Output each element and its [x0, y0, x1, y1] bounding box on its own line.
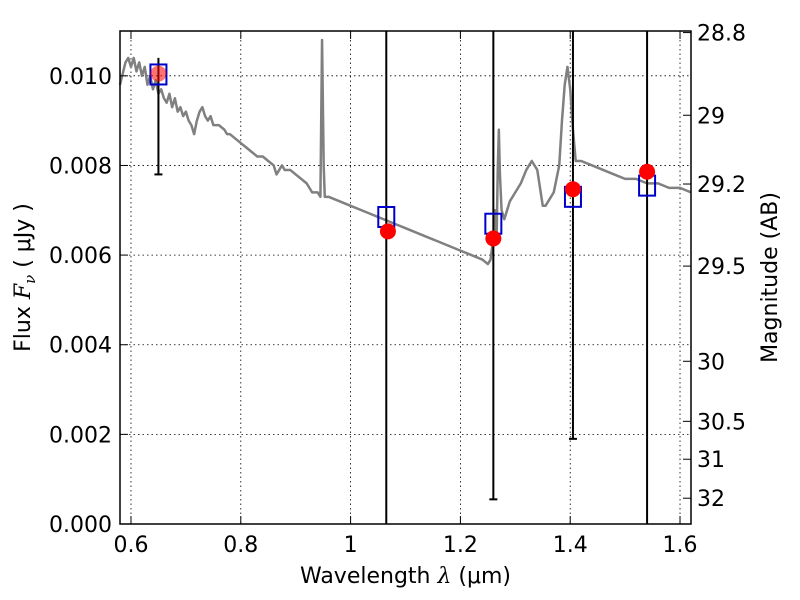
plot-frame	[119, 30, 692, 525]
model-point	[150, 65, 167, 82]
y-tick-label: 0.006	[49, 244, 112, 269]
y2-tick-label: 29.2	[697, 173, 746, 198]
y2-tick-label: 30.5	[697, 410, 746, 435]
x-tick-label: 1.6	[663, 533, 698, 558]
y-tick-label: 0.010	[49, 65, 112, 90]
model-point	[564, 181, 581, 198]
y-axis-label: Flux Fν ( μJy )	[11, 203, 39, 352]
observed-point	[149, 63, 168, 86]
y-tick-label: 0.004	[49, 334, 112, 359]
model-point	[485, 230, 502, 247]
model-points	[150, 65, 656, 247]
spectrum-series	[118, 38, 692, 266]
x-axis-label: Wavelength λ (μm)	[300, 564, 511, 589]
grid	[120, 31, 691, 524]
error-bars	[154, 31, 649, 524]
model-point	[639, 163, 656, 180]
y-tick-label: 0.008	[49, 154, 112, 179]
x-tick-label: 0.8	[223, 533, 258, 558]
y2-tick-label: 28.8	[697, 22, 746, 47]
ticks: 0.6 0.8 1 1.2 1.4 1.6 0.000 0.002 0.004 0.006 0.00…	[49, 22, 746, 558]
x-tick-label: 0.6	[113, 533, 148, 558]
y2-tick-label: 31	[697, 448, 725, 473]
y2-axis-label: Magnitude (AB)	[758, 192, 783, 363]
x-tick-label: 1	[344, 533, 358, 558]
observed-points	[149, 63, 657, 235]
y2-tick-label: 29	[697, 104, 725, 129]
spectrum-line	[118, 38, 692, 266]
y2-tick-label: 32	[697, 487, 725, 512]
y-tick-label: 0.000	[49, 513, 112, 538]
y2-tick-label: 30	[697, 350, 725, 375]
x-tick-label: 1.2	[443, 533, 478, 558]
y-tick-label: 0.002	[49, 423, 112, 448]
x-tick-label: 1.4	[553, 533, 588, 558]
y2-tick-label: 29.5	[697, 255, 746, 280]
model-point	[379, 223, 396, 240]
